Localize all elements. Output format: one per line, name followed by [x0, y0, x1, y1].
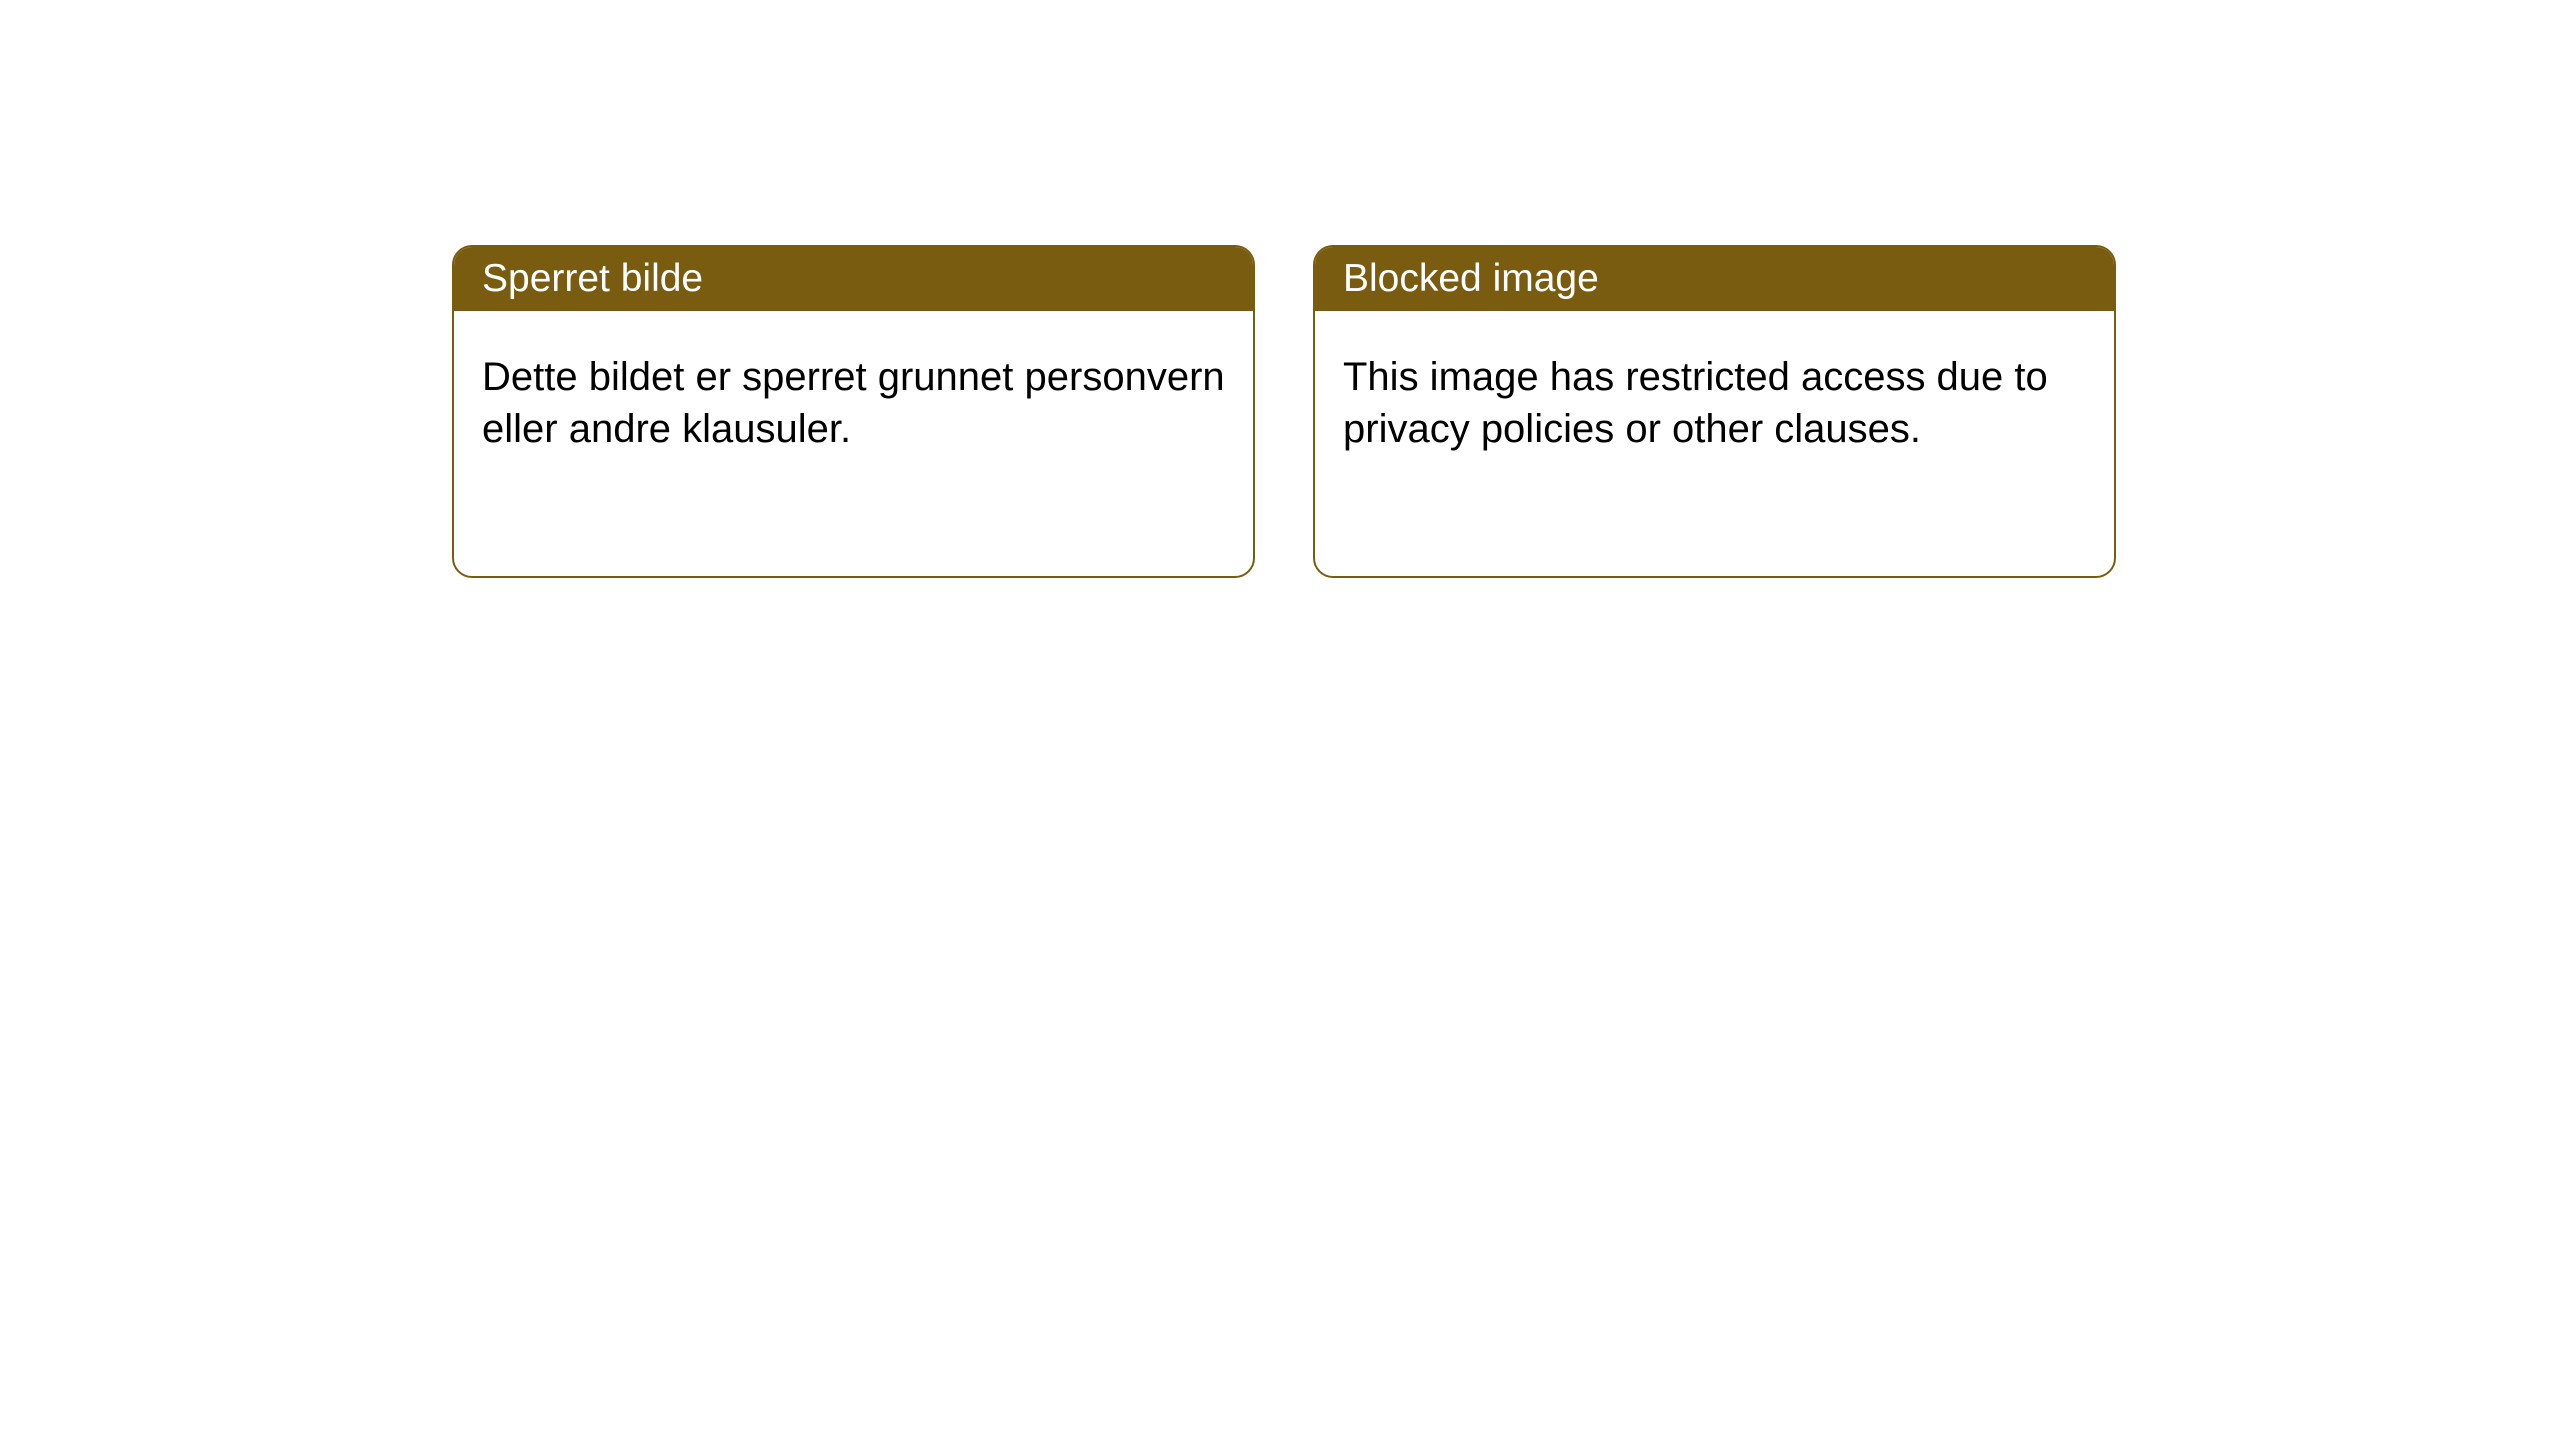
notice-body: Dette bildet er sperret grunnet personve…	[454, 311, 1253, 495]
notice-header: Sperret bilde	[454, 247, 1253, 311]
notice-container: Sperret bilde Dette bildet er sperret gr…	[0, 0, 2560, 578]
notice-card-english: Blocked image This image has restricted …	[1313, 245, 2116, 578]
notice-header: Blocked image	[1315, 247, 2114, 311]
notice-card-norwegian: Sperret bilde Dette bildet er sperret gr…	[452, 245, 1255, 578]
notice-body: This image has restricted access due to …	[1315, 311, 2114, 495]
